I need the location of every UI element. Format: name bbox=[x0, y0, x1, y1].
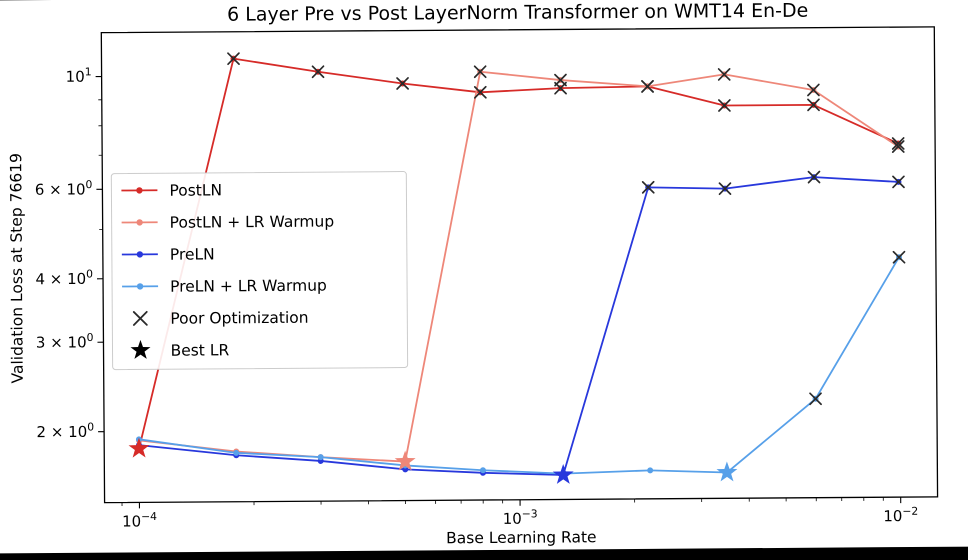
legend-label-2: PreLN bbox=[170, 245, 215, 263]
best-lr-legend-icon bbox=[130, 339, 151, 359]
legend-dot-sample bbox=[136, 219, 143, 226]
legend-label-3: PreLN + LR Warmup bbox=[170, 277, 327, 296]
best-lr-star-2 bbox=[552, 463, 574, 484]
series-point-3-1 bbox=[233, 449, 240, 456]
best-lr-star-3 bbox=[716, 461, 738, 482]
y-tick-label-4: 2 × 100 bbox=[36, 420, 94, 441]
x-axis: 10−4 10−3 10−2 bbox=[121, 497, 918, 531]
legend-label-0: PostLN bbox=[169, 181, 222, 199]
poor-optimization-marker bbox=[809, 392, 822, 406]
best-lr-layer bbox=[128, 437, 738, 484]
legend: PostLN PostLN + LR Warmup PreLN PreLN + LR … bbox=[110, 171, 409, 371]
best-lr-star-1 bbox=[394, 450, 416, 471]
poor-optimization-legend-icon bbox=[132, 310, 148, 326]
x-tick-label-2: 10−2 bbox=[883, 505, 918, 526]
poor-optimization-marker bbox=[641, 180, 655, 194]
legend-dot-sample bbox=[136, 283, 144, 290]
poor-optimization-marker bbox=[718, 99, 731, 112]
x-axis-label: Base Learning Rate bbox=[446, 528, 597, 547]
y-tick-label-0: 101 bbox=[66, 65, 92, 85]
x-tick-label-0: 10−4 bbox=[122, 510, 157, 531]
legend-label-4: Poor Optimization bbox=[170, 309, 308, 328]
poor-optimization-marker bbox=[718, 182, 732, 196]
poor-optimization-marker bbox=[554, 73, 567, 87]
plot-border bbox=[100, 26, 939, 504]
legend-dot-sample bbox=[136, 251, 144, 258]
x-tick-label-1: 10−3 bbox=[503, 507, 538, 528]
poor-optimization-marker bbox=[396, 77, 409, 90]
legend-label-1: PostLN + LR Warmup bbox=[170, 213, 335, 232]
poor-optimization-marker bbox=[473, 65, 487, 79]
poor-optimization-marker bbox=[641, 80, 654, 93]
series-point-3-2 bbox=[317, 454, 324, 461]
poor-optimization-marker bbox=[891, 140, 905, 153]
series-line-2 bbox=[138, 176, 899, 476]
poor-optimization-marker bbox=[892, 175, 905, 189]
y-axis-label: Validation Loss at Step 76619 bbox=[7, 153, 27, 384]
y-tick-label-3: 3 × 100 bbox=[36, 331, 94, 352]
poor-optimization-marker bbox=[891, 137, 905, 150]
poor-optimization-marker bbox=[892, 250, 906, 264]
series-point-3-4 bbox=[479, 467, 486, 474]
series-line-0 bbox=[138, 57, 899, 449]
legend-label-5: Best LR bbox=[170, 341, 229, 359]
chart-title: 6 Layer Pre vs Post LayerNorm Transforme… bbox=[227, 0, 808, 26]
poor-optimization-marker bbox=[807, 83, 820, 97]
best-lr-star-0 bbox=[128, 437, 150, 458]
poor-optimization-marker bbox=[807, 98, 820, 112]
poor-optimization-marker bbox=[311, 65, 325, 79]
y-axis: 101 6 × 100 4 × 100 3 × 100 2 × 100 bbox=[35, 65, 105, 441]
legend-dot-sample bbox=[136, 187, 143, 194]
legend-box bbox=[110, 171, 409, 371]
poor-optimization-marker bbox=[227, 52, 240, 66]
y-tick-label-1: 6 × 100 bbox=[35, 178, 93, 199]
poor-optimization-marker bbox=[717, 68, 731, 81]
poor-optimization-marker bbox=[473, 85, 487, 99]
series-point-3-6 bbox=[647, 467, 654, 474]
y-tick-label-2: 4 × 100 bbox=[35, 268, 93, 289]
series-line-3 bbox=[138, 256, 900, 475]
poor-optimization-layer bbox=[227, 52, 906, 406]
poor-optimization-marker bbox=[807, 170, 821, 184]
